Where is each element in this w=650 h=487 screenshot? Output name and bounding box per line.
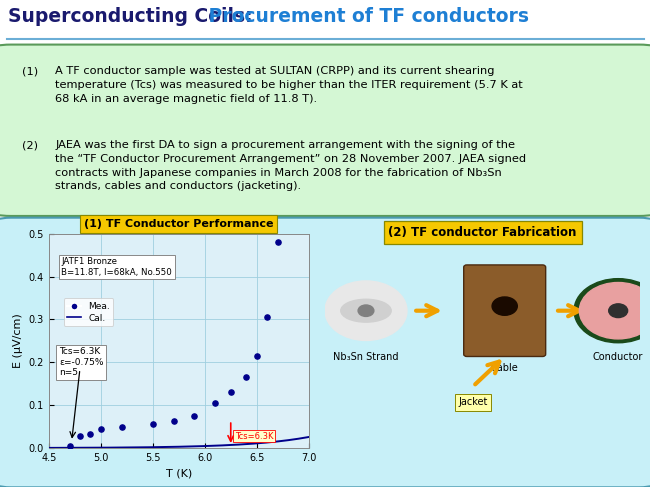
Circle shape	[325, 281, 407, 340]
Text: Tcs=6.3K: Tcs=6.3K	[235, 431, 274, 441]
Point	[226, 389, 236, 396]
Point	[64, 442, 75, 450]
Point	[85, 430, 96, 438]
Point	[210, 399, 220, 407]
Text: (2): (2)	[21, 140, 38, 150]
Circle shape	[492, 297, 517, 315]
FancyBboxPatch shape	[0, 45, 650, 216]
Text: Superconducting Coils:: Superconducting Coils:	[8, 7, 252, 26]
Text: (1): (1)	[21, 66, 38, 76]
FancyBboxPatch shape	[463, 265, 545, 356]
Point	[75, 432, 85, 440]
Point	[96, 425, 106, 432]
Circle shape	[358, 305, 374, 317]
Text: A TF conductor sample was tested at SULTAN (CRPP) and its current shearing
tempe: A TF conductor sample was tested at SULT…	[55, 66, 523, 104]
Y-axis label: E (μV/cm): E (μV/cm)	[13, 314, 23, 368]
Text: Cable: Cable	[491, 363, 519, 374]
Text: Nb₃Sn Strand: Nb₃Sn Strand	[333, 352, 398, 362]
Circle shape	[608, 304, 628, 318]
Legend: Mea., Cal.: Mea., Cal.	[64, 298, 113, 326]
Point	[262, 314, 272, 321]
Title: (1) TF Conductor Performance: (1) TF Conductor Performance	[84, 219, 274, 229]
Point	[252, 352, 262, 360]
Text: JAEA was the first DA to sign a procurement arrangement with the signing of the
: JAEA was the first DA to sign a procurem…	[55, 140, 527, 191]
Text: (2) TF conductor Fabrication: (2) TF conductor Fabrication	[389, 226, 577, 239]
Text: Conductor: Conductor	[593, 352, 644, 362]
FancyBboxPatch shape	[0, 218, 650, 487]
Circle shape	[579, 282, 650, 339]
Text: Procurement of TF conductors: Procurement of TF conductors	[202, 7, 528, 26]
X-axis label: T (K): T (K)	[166, 468, 192, 478]
Text: JATF1 Bronze
B=11.8T, I=68kA, No.550: JATF1 Bronze B=11.8T, I=68kA, No.550	[61, 257, 172, 277]
Point	[241, 374, 252, 381]
Text: Tcs=6.3K
ε=-0.75%
n=5: Tcs=6.3K ε=-0.75% n=5	[59, 347, 103, 377]
Point	[168, 417, 179, 425]
Circle shape	[574, 279, 650, 343]
Point	[272, 239, 283, 246]
Point	[189, 412, 200, 420]
Text: Jacket: Jacket	[458, 397, 488, 407]
Point	[148, 421, 158, 429]
Ellipse shape	[341, 299, 391, 322]
Point	[116, 424, 127, 431]
